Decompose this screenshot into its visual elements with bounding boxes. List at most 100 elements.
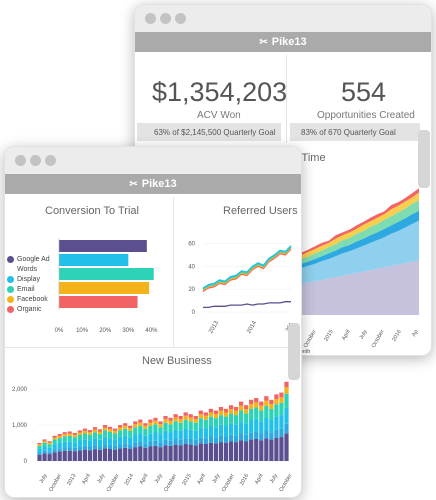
new-business-bar-segment [218,442,224,461]
new-business-bar-segment [254,418,259,432]
new-business-bar-segment [47,447,52,452]
new-business-bar-segment [153,420,158,425]
back-window-scrollbar-thumb[interactable] [418,130,430,188]
new-business-bar-segment [173,444,178,461]
new-business-bar-segment [173,417,178,422]
new-business-bar-segment [249,408,254,420]
referred-series-line [202,245,292,289]
window-control-maximize[interactable] [175,13,186,24]
new-business-bar-segment [42,442,47,447]
new-business-bar-segment [264,396,269,401]
new-business-bar-segment [82,439,87,446]
new-business-bar-segment [72,437,77,443]
new-business-y-tick-label: 1,000 [12,423,28,429]
new-business-bar-segment [57,435,62,439]
new-business-bar-segment [203,419,208,429]
new-business-bar-segment [233,424,239,436]
new-business-bar-segment [218,424,224,436]
legend-swatch-icon [7,276,14,283]
new-business-bar-segment [52,437,57,440]
new-business-bar-segment [244,423,249,435]
area-x-tick-label: Ap [411,329,420,338]
new-business-bar-segment [92,429,98,433]
new-business-bar-segment [107,426,113,430]
area-chart-title: r Time [295,152,326,164]
new-business-bar-segment [133,447,138,461]
new-business-bar-segment [128,448,133,461]
back-app-header: ✂ Pike13 [135,32,431,52]
area-layer [287,200,419,270]
new-business-bar-segment [254,431,259,439]
new-business-bar-segment [183,415,188,420]
new-business-bar-segment [118,448,123,461]
new-business-bar-segment [138,422,143,426]
conversion-bar [59,240,147,252]
new-business-bar-segment [198,437,203,444]
new-business-bar-segment [223,408,229,413]
new-business-bar-segment [138,433,143,442]
new-business-x-tick-label: October [163,473,178,493]
new-business-bar-segment [138,419,143,423]
new-business-bar-segment [188,429,193,440]
new-business-bar-segment [107,431,113,439]
new-business-bar-segment [163,419,168,423]
referred-y-tick-label: 40 [188,264,195,270]
new-business-bar-segment [213,414,219,419]
new-business-x-tick-label: October [279,473,294,493]
new-business-bar-segment [153,424,158,433]
kpi-acv-goal-text: of $2,145,500 Quarterly Goal [172,127,276,137]
new-business-bar-segment [183,428,188,439]
new-business-bar-segment [158,427,163,435]
window-control-maximize[interactable] [45,155,56,166]
front-window-scrollbar-thumb[interactable] [288,323,300,380]
new-business-bar-segment [228,441,234,461]
new-business-bar-segment [42,453,47,461]
kpi-opportunities-goal-text: of 670 Quarterly Goal [319,127,396,137]
new-business-bar-segment [123,425,128,429]
new-business-bar-segment [92,449,98,461]
conversion-x-tick-label: 10% [76,328,89,334]
window-control-close[interactable] [145,13,156,24]
new-business-bar-segment [183,443,188,461]
new-business-bar-segment [67,447,72,451]
new-business-bar-segment [279,392,284,398]
new-business-bar-segment [158,442,163,448]
new-business-bar-segment [203,415,208,420]
back-window-titlebar [135,5,431,32]
new-business-bar-segment [72,442,77,448]
new-business-bar-segment [198,410,203,415]
conversion-bar [59,282,150,294]
new-business-bar-segment [193,430,198,440]
new-business-x-tick-label: July [39,473,49,485]
new-business-bar-segment [107,429,113,432]
new-business-bar-segment [198,443,203,461]
new-business-bar-segment [57,434,62,436]
window-control-close[interactable] [15,155,26,166]
new-business-bar-segment [87,450,93,461]
new-business-bar-segment [128,444,133,449]
new-business-bar-segment [102,448,108,461]
new-business-bar-segment [138,446,143,461]
new-business-bar-segment [183,419,188,429]
legend-label: Google Ad Words [17,256,50,273]
new-business-bar-segment [102,425,108,428]
window-control-minimize[interactable] [160,13,171,24]
new-business-bar-segment [82,445,87,450]
new-business-bar-segment [178,419,183,423]
referred-y-tick-label: 20 [188,287,195,293]
new-business-bar-segment [82,433,87,440]
new-business-bar-segment [77,440,82,447]
new-business-bar-segment [143,435,148,444]
conversion-bar-chart: 0% 10% 20% 30% 40% [55,238,158,334]
new-business-bar-segment [259,421,264,434]
new-business-bar-segment [228,423,234,435]
legend-label: Organic [17,306,42,313]
window-control-minimize[interactable] [30,155,41,166]
kpi-opportunities-goal-bar: 83% of 670 Quarterly Goal [290,123,420,141]
new-business-bar-segment [148,422,153,426]
new-business-bar-segment [77,450,82,461]
new-business-bar-segment [239,433,244,441]
conversion-bar [59,254,129,266]
new-business-bar-segment [178,439,183,446]
area-x-tick-label: 2016 [391,329,402,343]
